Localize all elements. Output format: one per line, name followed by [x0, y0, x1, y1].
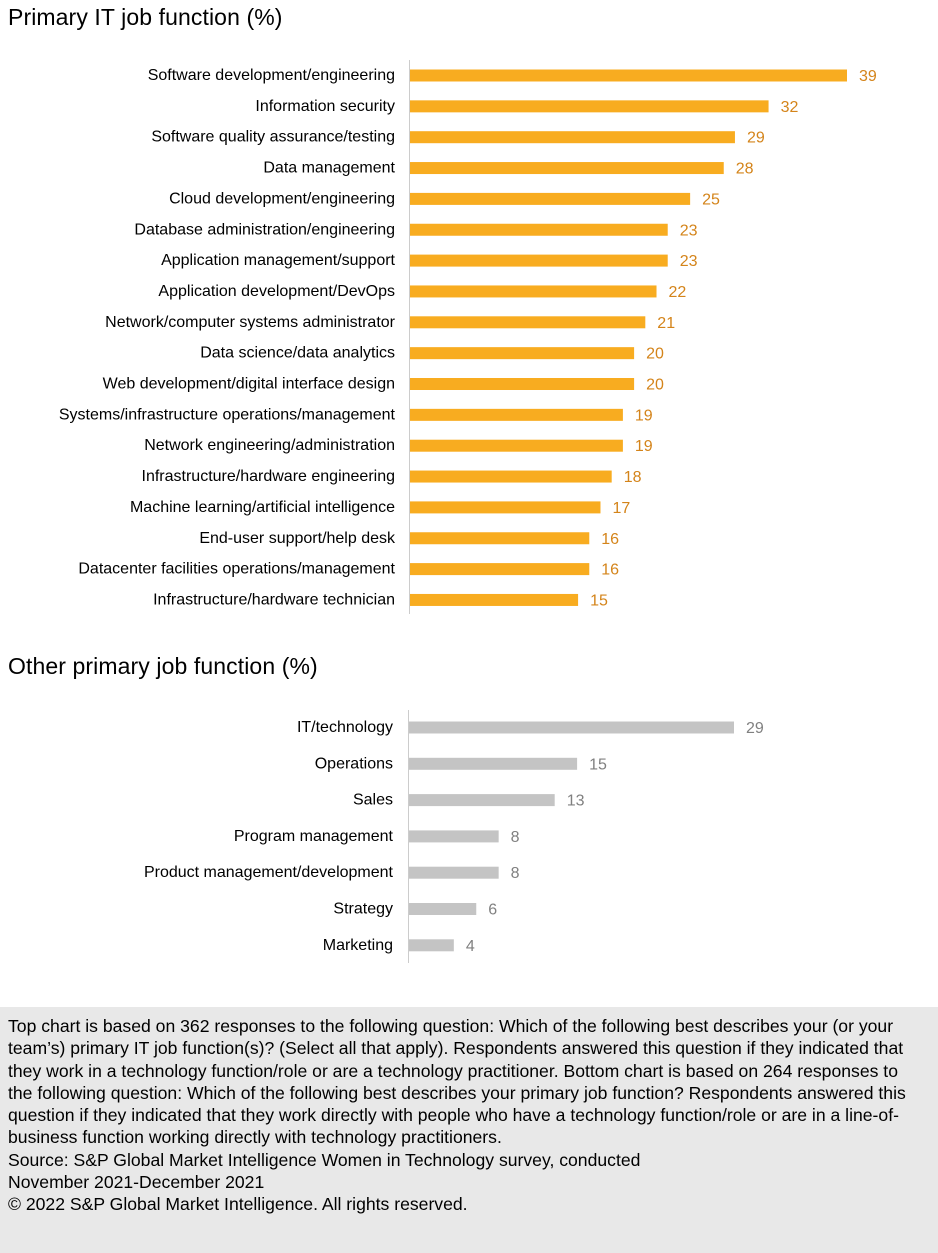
top-bar-datacenter-facilities-operations-management: [410, 563, 590, 576]
top-category-label: Systems/infrastructure operations/manage…: [59, 406, 396, 423]
top-bar-data-science-data-analytics: [410, 347, 635, 360]
bottom-value-label: 6: [488, 902, 497, 919]
top-bar-systems-infrastructure-operations-management: [410, 408, 623, 421]
top-bar-network-computer-systems-administrator: [410, 316, 646, 329]
top-category-label: Database administration/engineering: [134, 221, 395, 238]
top-value-label: 21: [657, 315, 675, 332]
top-category-label: End-user support/help desk: [199, 530, 396, 547]
bottom-bar-program-management: [409, 830, 499, 843]
top-category-label: Datacenter facilities operations/managem…: [78, 561, 395, 578]
bottom-category-label: Program management: [234, 828, 394, 845]
top-value-label: 19: [635, 407, 653, 424]
bottom-category-label: Sales: [353, 792, 393, 809]
bottom-bar-sales: [409, 794, 555, 807]
top-value-label: 17: [612, 500, 630, 517]
top-bar-infrastructure-hardware-technician: [410, 593, 579, 606]
bottom-value-label: 29: [746, 720, 764, 737]
top-category-label: Information security: [255, 98, 395, 115]
top-value-label: 16: [601, 562, 619, 579]
top-category-label: Infrastructure/hardware technician: [153, 591, 395, 608]
bottom-bar-operations: [409, 757, 578, 770]
top-category-label: Data science/data analytics: [200, 345, 395, 362]
top-value-label: 19: [635, 438, 653, 455]
top-bar-cloud-development-engineering: [410, 192, 691, 205]
top-category-label: Application management/support: [161, 252, 395, 269]
top-category-label: Cloud development/engineering: [169, 190, 395, 207]
top-bar-infrastructure-hardware-engineering: [410, 470, 612, 483]
top-category-label: Infrastructure/hardware engineering: [142, 468, 395, 485]
top-category-label: Software quality assurance/testing: [151, 129, 395, 146]
bar-chart-primary-it-svg: Software development/engineering 39 Inform…: [59, 60, 877, 614]
bottom-category-label: Product management/development: [144, 864, 394, 881]
bottom-bar-strategy: [409, 903, 477, 915]
bottom-value-label: 13: [567, 793, 585, 810]
bar-chart-primary-it: Software development/engineering 39 Inform…: [0, 52, 938, 622]
bar-chart-other-primary-svg: IT/technology 29 Operations 15 Sales 13 Progra…: [144, 710, 764, 963]
chart-title-other-primary: Other primary job function (%): [8, 653, 318, 679]
top-bar-software-quality-assurance-testing: [410, 131, 735, 144]
top-bar-information-security: [410, 100, 769, 113]
top-value-label: 32: [781, 99, 799, 116]
top-value-label: 23: [680, 253, 698, 270]
top-value-label: 23: [680, 222, 698, 239]
bottom-bar-product-management-development: [409, 866, 499, 879]
footnote-copyright: © 2022 S&P Global Market Intelligence. A…: [8, 1194, 468, 1215]
top-bar-machine-learning-artificial-intelligence: [410, 501, 601, 514]
top-category-label: Machine learning/artificial intelligence: [130, 499, 395, 516]
bottom-bar-it-technology: [409, 721, 734, 734]
top-value-label: 29: [747, 130, 765, 147]
bottom-value-label: 8: [511, 829, 520, 846]
top-bar-data-management: [410, 162, 724, 175]
top-value-label: 25: [702, 191, 720, 208]
top-category-label: Network/computer systems administrator: [105, 314, 396, 331]
top-bar-network-engineering-administration: [410, 439, 623, 452]
top-bar-application-management-support: [410, 254, 668, 267]
bottom-value-label: 15: [589, 756, 607, 773]
top-bar-database-administration-engineering: [410, 223, 668, 236]
top-category-label: Web development/digital interface design: [103, 376, 395, 393]
top-value-label: 22: [669, 284, 687, 301]
top-bar-end-user-support-help-desk: [410, 532, 590, 545]
top-value-label: 18: [624, 469, 642, 486]
chart-title-primary-it: Primary IT job function (%): [8, 4, 283, 30]
top-value-label: 28: [736, 161, 754, 178]
bottom-bar-marketing: [409, 939, 454, 952]
bottom-category-label: Marketing: [323, 937, 393, 954]
bottom-category-label: Strategy: [333, 901, 393, 918]
top-value-label: 20: [646, 346, 664, 363]
footnote-source-line1: Source: S&P Global Market Intelligence W…: [8, 1149, 641, 1170]
top-bar-software-development-engineering: [410, 69, 847, 82]
bar-chart-other-primary: IT/technology 29 Operations 15 Sales 13 Progra…: [0, 700, 938, 970]
top-category-label: Application development/DevOps: [158, 283, 395, 300]
top-value-label: 16: [601, 531, 619, 548]
bottom-category-label: IT/technology: [297, 719, 393, 736]
top-value-label: 20: [646, 377, 664, 394]
footnote-panel: Top chart is based on 362 responses to t…: [0, 1007, 938, 1253]
top-category-label: Software development/engineering: [148, 67, 395, 84]
bottom-category-label: Operations: [315, 755, 393, 772]
top-category-label: Network engineering/administration: [144, 437, 395, 454]
top-category-label: Data management: [263, 160, 395, 177]
top-value-label: 39: [859, 68, 877, 85]
top-bar-application-development-devops: [410, 285, 657, 298]
top-value-label: 15: [590, 592, 608, 609]
bottom-value-label: 8: [511, 865, 520, 882]
top-bar-web-development-digital-interface-design: [410, 378, 635, 390]
footnote-text: Top chart is based on 362 responses to t…: [8, 1016, 906, 1148]
bottom-value-label: 4: [466, 938, 475, 955]
footnote-source-line2: November 2021-December 2021: [8, 1172, 265, 1193]
